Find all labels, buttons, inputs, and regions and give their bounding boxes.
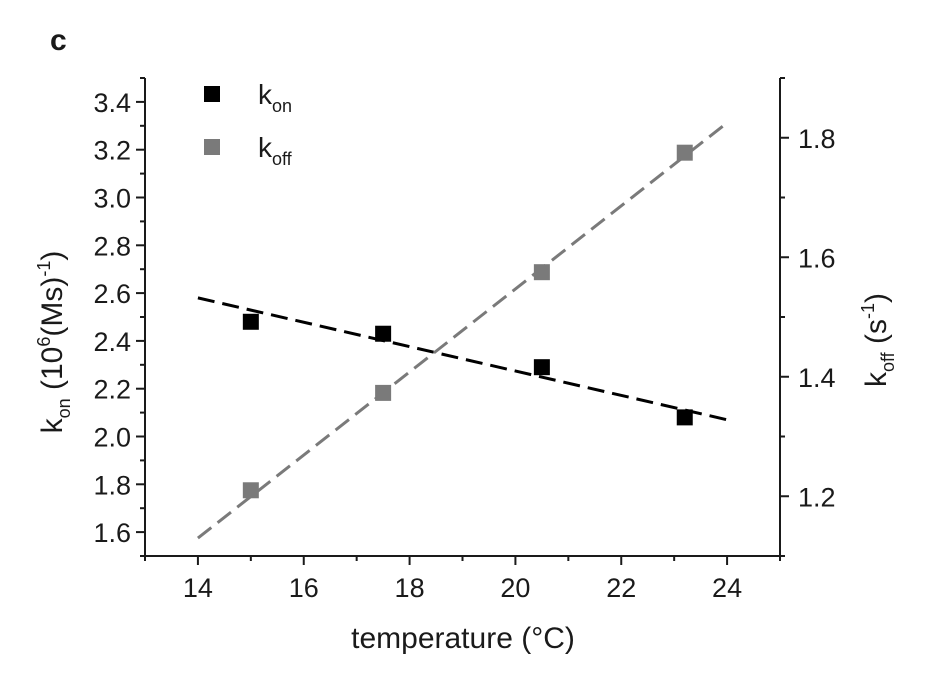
koff-data-point [676, 144, 693, 161]
y-left-tick-label: 3.0 [93, 184, 131, 214]
y-right-tick-label: 1.2 [798, 482, 836, 512]
koff-data-point [375, 384, 392, 401]
y-right-axis-label: koff (s-1) [858, 293, 898, 387]
x-tick-label: 14 [183, 573, 213, 603]
legend-label: koff [258, 132, 293, 169]
y-left-tick-label: 2.2 [93, 375, 131, 405]
x-tick-label: 16 [289, 573, 319, 603]
x-tick-label: 24 [712, 573, 742, 603]
x-tick-label: 22 [606, 573, 636, 603]
data-markers [242, 144, 693, 499]
koff-data-point [533, 264, 550, 281]
y-left-tick-label: 2.0 [93, 423, 131, 453]
y-left-tick-label: 3.2 [93, 136, 131, 166]
fit-lines [196, 121, 729, 540]
legend: kon koff [204, 79, 293, 169]
legend-label: kon [258, 79, 292, 116]
koff-data-point [242, 482, 259, 499]
y-left-tick-label: 2.6 [93, 279, 131, 309]
x-axis-label: temperature (°C) [351, 622, 575, 655]
y-right-tick-label: 1.6 [798, 243, 836, 273]
y-left-axis-label: kon (106(Ms)-1) [34, 251, 74, 434]
y-left-tick-label: 2.8 [93, 231, 131, 261]
y-left-axis-ticks: 1.6 1.8 2.0 2.2 2.4 2.6 2.8 3.0 3.2 3.4 [93, 77, 145, 557]
y-left-tick-label: 1.6 [93, 518, 131, 548]
y-right-tick-label: 1.8 [798, 124, 836, 154]
legend-marker [204, 86, 220, 102]
koff-fit-line [196, 121, 729, 540]
x-axis-ticks: 14 16 18 20 22 24 [144, 556, 781, 603]
legend-marker [204, 139, 220, 155]
y-left-tick-label: 1.8 [93, 470, 131, 500]
y-right-tick-label: 1.4 [798, 363, 836, 393]
kon-fit-line [197, 296, 728, 422]
kon-data-point [533, 359, 550, 376]
panel-label: c [50, 24, 67, 57]
y-left-tick-label: 3.4 [93, 88, 131, 118]
y-left-tick-label: 2.4 [93, 327, 131, 357]
kon-data-point [676, 409, 693, 426]
x-tick-label: 20 [500, 573, 530, 603]
kon-data-point [375, 325, 392, 342]
y-right-axis-ticks: 1.2 1.4 1.6 1.8 [780, 77, 836, 557]
kon-data-point [242, 313, 259, 330]
x-tick-label: 18 [395, 573, 425, 603]
